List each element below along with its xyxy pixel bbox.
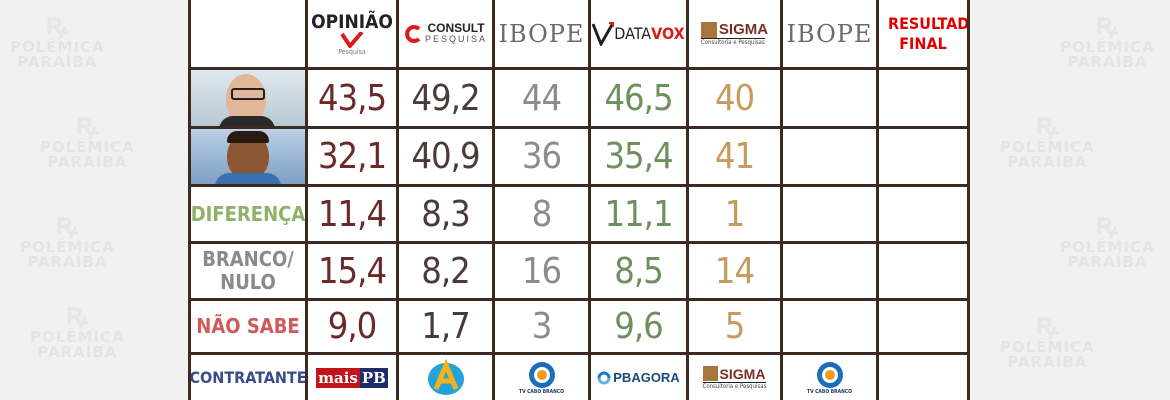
watermark: ꝶ POLÊMICA PARAÍBA — [1000, 307, 1095, 371]
naosabe-consult: 1,7 — [421, 306, 471, 347]
sigma-logo-text: SIGMA — [718, 21, 769, 38]
sigma-logo-subtext: Consultoria e Pesquisas — [700, 38, 765, 46]
tv-logo-a — [399, 355, 492, 400]
datavox-v-icon — [592, 21, 615, 46]
sigma-logo-icon — [702, 366, 718, 381]
diferenca-label: DIFERENÇA — [191, 201, 305, 226]
maispb-logo-text-b: PB — [359, 367, 388, 388]
watermark: ꝶ POLÊMICA PARAÍBA — [1060, 207, 1155, 271]
opiniao-logo-subtext: Pesquisa — [338, 47, 366, 56]
sigma-logo-text: SIGMA — [719, 365, 766, 382]
pbagora-logo: PBAGORA — [591, 355, 686, 400]
maispb-logo-text-a: mais — [316, 367, 360, 388]
maispb-logo: mais PB — [308, 355, 396, 400]
candidate-2-photo — [191, 129, 305, 184]
datavox-logo-text-a: DATA — [614, 24, 652, 43]
grid-line — [396, 0, 399, 400]
ibope-logo: IBOPE — [495, 0, 588, 67]
candidate-1-photo — [191, 70, 305, 126]
diferenca-consult: 8,3 — [421, 193, 471, 235]
cand1-opiniao: 43,5 — [317, 77, 387, 119]
grid-line — [780, 0, 783, 400]
cand1-sigma: 40 — [714, 77, 755, 119]
grid-line — [588, 0, 591, 400]
grid-line — [305, 0, 308, 400]
naosabe-opiniao: 9,0 — [327, 306, 378, 347]
grid-line — [188, 352, 970, 355]
diferenca-sigma: 1 — [724, 193, 746, 235]
naosabe-sigma: 5 — [724, 306, 746, 347]
consult-logo: CONSULT PESQUISA — [399, 0, 492, 67]
watermark: ꝶ POLÊMICA PARAÍBA — [30, 297, 125, 361]
opiniao-logo: OPINIÃO Pesquisa — [308, 0, 396, 67]
cand2-datavox: 35,4 — [604, 136, 673, 177]
watermark: ꝶ POLÊMICA PARAÍBA — [1060, 7, 1155, 71]
grid-line — [188, 126, 970, 129]
consult-logo-text: CONSULT — [427, 20, 485, 35]
grid-line — [188, 67, 970, 70]
cand1-consult: 49,2 — [411, 77, 480, 119]
pbagora-logo-icon — [597, 371, 611, 384]
branco-opiniao: 15,4 — [317, 250, 387, 292]
resultado-final-label: RESULTADO FINAL — [888, 13, 967, 53]
tv-cabo-branco-logo: TV CABO BRANCO — [495, 355, 588, 400]
tv-cabo-branco-logo-2: TV CABO BRANCO — [783, 355, 876, 400]
cand2-sigma: 41 — [714, 136, 755, 177]
tv-cabo-branco-text: TV CABO BRANCO — [519, 388, 564, 395]
datavox-logo-text-b: VOX — [651, 24, 685, 43]
tv-cabo-branco-icon — [528, 361, 555, 388]
cand2-consult: 40,9 — [411, 136, 480, 177]
ibope-logo-2: IBOPE — [783, 0, 876, 67]
grid-line — [188, 298, 970, 301]
watermark: ꝶ POLÊMICA PARAÍBA — [20, 207, 115, 271]
branco-nulo-label: BRANCO/ NULO — [202, 247, 294, 294]
grid-line — [492, 0, 495, 400]
nao-sabe-label: NÃO SABE — [196, 314, 300, 338]
sigma-logo: SIGMA Consultoria e Pesquisas — [689, 0, 780, 67]
ibope-logo-text: IBOPE — [498, 19, 585, 48]
grid-line — [188, 241, 970, 244]
consult-logo-subtext: PESQUISA — [424, 33, 487, 44]
cand2-ibope: 36 — [521, 136, 562, 177]
datavox-logo: DATA VOX — [591, 0, 686, 67]
resultado-final-header: RESULTADO FINAL — [879, 0, 967, 67]
diferenca-ibope: 8 — [531, 193, 553, 235]
opiniao-logo-text: OPINIÃO — [311, 10, 393, 33]
consult-logo-icon — [405, 24, 421, 43]
sigma-contratante-logo: SIGMA Consultoria e Pesquisas — [689, 355, 780, 400]
cand2-opiniao: 32,1 — [317, 136, 387, 177]
pbagora-logo-text: PBAGORA — [613, 370, 680, 385]
cand1-datavox: 46,5 — [604, 77, 673, 119]
watermark: ꝶ POLÊMICA PARAÍBA — [40, 107, 135, 171]
sigma-logo-subtext: Consultoria e Pesquisas — [702, 381, 767, 390]
naosabe-datavox: 9,6 — [614, 306, 664, 347]
grid-line — [188, 0, 191, 400]
grid-line — [967, 0, 970, 400]
naosabe-ibope: 3 — [531, 306, 553, 347]
watermark: ꝶ POLÊMICA PARAÍBA — [10, 7, 105, 71]
tv-cabo-branco-icon — [816, 361, 843, 388]
grid-line — [686, 0, 689, 400]
tv-cabo-branco-text: TV CABO BRANCO — [807, 388, 852, 395]
cand1-ibope: 44 — [521, 77, 562, 119]
watermark: ꝶ POLÊMICA PARAÍBA — [1000, 107, 1095, 171]
tv-a-logo-icon — [427, 358, 464, 395]
sigma-logo-icon — [700, 21, 717, 38]
diferenca-opiniao: 11,4 — [317, 193, 387, 235]
contratante-label: CONTRATANTE — [191, 368, 305, 387]
check-icon — [340, 31, 364, 48]
poll-table — [188, 0, 970, 400]
branco-datavox: 8,5 — [614, 250, 664, 292]
branco-sigma: 14 — [714, 250, 755, 292]
grid-line — [876, 0, 879, 400]
diferenca-datavox: 11,1 — [604, 193, 673, 235]
branco-consult: 8,2 — [421, 250, 471, 292]
ibope-logo-text: IBOPE — [786, 19, 873, 48]
branco-ibope: 16 — [521, 250, 562, 292]
grid-line — [188, 184, 970, 187]
